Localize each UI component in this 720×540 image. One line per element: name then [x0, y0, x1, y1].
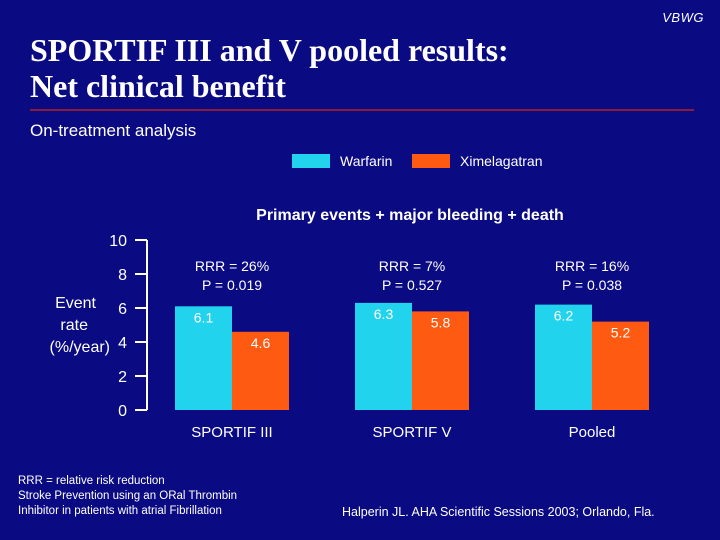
data-label: 4.6: [251, 335, 271, 351]
p-value-annotation: P = 0.038: [562, 277, 622, 293]
footnotes: RRR = relative risk reduction Stroke Pre…: [18, 474, 237, 519]
legend-label-ximelagatran: Ximelagatran: [460, 153, 543, 169]
rrr-annotation: RRR = 16%: [555, 258, 629, 274]
y-axis-label-line-3: (%/year): [50, 339, 110, 356]
y-tick-label: 4: [118, 335, 127, 352]
data-label: 6.3: [374, 306, 394, 322]
chart-title: Primary events + major bleeding + death: [256, 207, 564, 224]
footnote-rrr: RRR = relative risk reduction: [18, 475, 165, 487]
bar-ximelagatran: [232, 331, 289, 410]
bar-warfarin: [355, 302, 412, 410]
rrr-annotation: RRR = 7%: [379, 258, 446, 274]
x-category-label: Pooled: [569, 424, 616, 441]
y-axis-label-line-1: Event: [55, 295, 96, 312]
data-label: 5.8: [431, 314, 451, 330]
p-value-annotation: P = 0.019: [202, 277, 262, 293]
legend-swatch-warfarin: [292, 154, 330, 168]
legend-label-warfarin: Warfarin: [340, 153, 393, 169]
bar-ximelagatran: [412, 311, 469, 410]
page-title: SPORTIF III and V pooled results: Net cl…: [30, 32, 650, 104]
legend-item-warfarin: Warfarin: [292, 152, 392, 170]
data-label: 5.2: [611, 325, 631, 341]
bar-warfarin: [535, 304, 592, 410]
corner-tag: VBWG: [662, 10, 704, 25]
footnote-sportif-1: Stroke Prevention using an ORal Thrombin: [18, 490, 238, 502]
legend-item-ximelagatran: Ximelagatran: [412, 152, 543, 170]
y-tick-label: 10: [109, 233, 127, 250]
data-label: 6.1: [194, 309, 214, 325]
title-line-2: Net clinical benefit: [30, 68, 286, 104]
subtitle: On-treatment analysis: [30, 121, 197, 140]
y-tick-label: 8: [118, 267, 127, 284]
rrr-annotation: RRR = 26%: [195, 258, 269, 274]
bar-warfarin: [175, 306, 232, 410]
p-value-annotation: P = 0.527: [382, 277, 442, 293]
reference-citation: Halperin JL. AHA Scientific Sessions 200…: [342, 505, 655, 519]
y-tick-label: 2: [118, 369, 127, 386]
title-line-1: SPORTIF III and V pooled results:: [30, 32, 509, 68]
bar-ximelagatran: [592, 321, 649, 410]
title-divider: [30, 109, 694, 111]
x-category-label: SPORTIF III: [191, 424, 272, 441]
y-tick-label: 0: [118, 403, 127, 420]
data-label: 6.2: [554, 308, 574, 324]
legend-swatch-ximelagatran: [412, 154, 450, 168]
y-axis-label-line-2: rate: [60, 317, 88, 334]
x-category-label: SPORTIF V: [373, 424, 452, 441]
y-tick-label: 6: [118, 301, 127, 318]
footnote-sportif-2: Inhibitor in patients with atrial Fibril…: [18, 505, 222, 517]
